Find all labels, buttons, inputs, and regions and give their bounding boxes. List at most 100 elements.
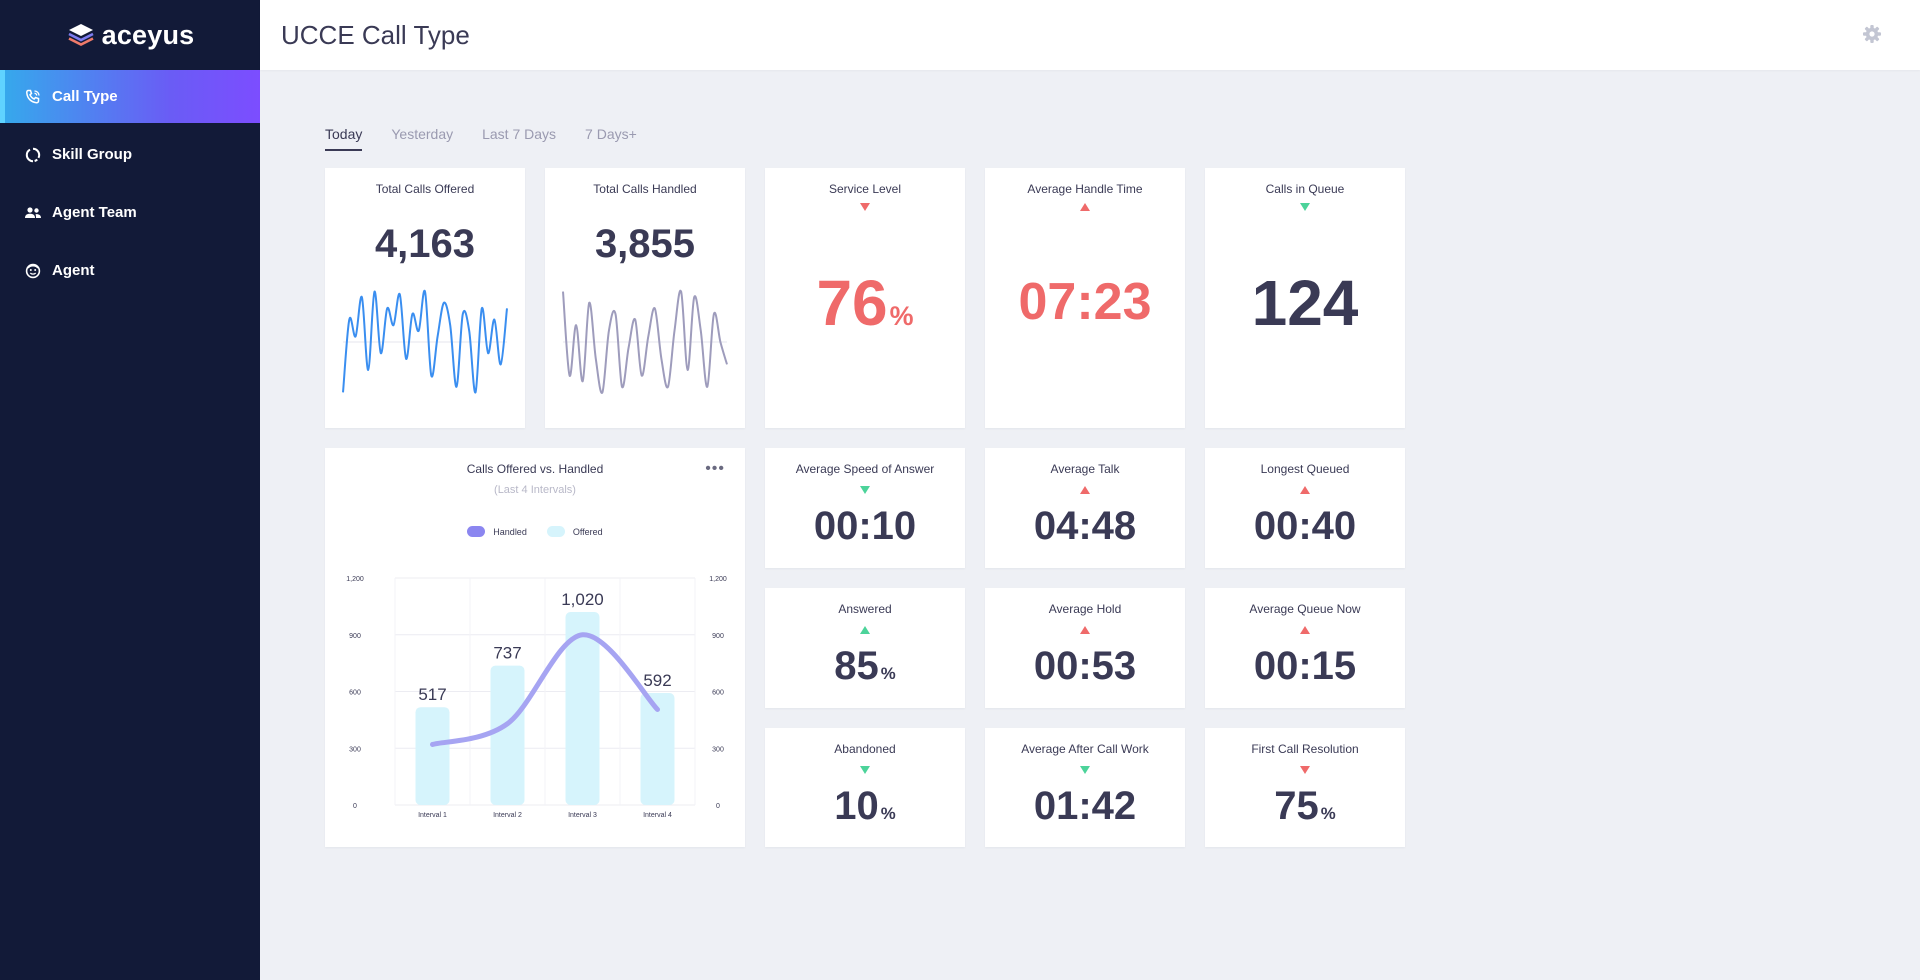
card-title: Average Queue Now (1249, 602, 1361, 616)
y-tick-label-right: 300 (712, 746, 724, 753)
card-title: Abandoned (834, 742, 896, 756)
page-title: UCCE Call Type (281, 20, 470, 50)
card-title: Total Calls Handled (593, 182, 697, 196)
card-title: Service Level (828, 182, 902, 196)
sidebar-item-label: Agent (52, 262, 95, 279)
bar-data-label: 737 (493, 644, 521, 663)
metric-value: 01:42 (1033, 784, 1137, 828)
line-handled (430, 632, 660, 747)
trend-up-icon (860, 626, 870, 634)
sidebar-item-skill-group[interactable]: Skill Group (0, 128, 260, 181)
more-horizontal-icon[interactable]: ••• (705, 460, 725, 477)
legend-label: Offered (572, 526, 603, 537)
card-title: Answered (838, 602, 892, 616)
average-handle-time-card[interactable]: Average Handle Time 07:23 (985, 168, 1185, 428)
total-calls-offered-card[interactable]: Total Calls Offered 4,163 (325, 168, 525, 428)
refresh-circle-icon (24, 146, 42, 164)
gear-icon[interactable] (1862, 24, 1882, 44)
y-tick-label-right: 0 (716, 803, 720, 810)
service-level-card[interactable]: Service Level 76% (765, 168, 965, 428)
tab-last-7-days[interactable]: Last 7 Days (482, 126, 557, 142)
longest-queued-card[interactable]: Longest Queued 00:40 (1205, 448, 1405, 568)
sidebar-item-agent-team[interactable]: Agent Team (0, 186, 260, 239)
card-title: First Call Resolution (1251, 742, 1359, 756)
bar-data-label: 1,020 (561, 590, 604, 609)
tab-7-days-plus[interactable]: 7 Days+ (585, 126, 637, 142)
legend-item-handled[interactable]: Handled (467, 526, 527, 537)
users-icon (24, 204, 42, 222)
trend-down-icon (1300, 766, 1310, 774)
y-tick-label-right: 1,200 (709, 576, 727, 583)
handled-sparkline (562, 289, 728, 394)
tab-today[interactable]: Today (325, 126, 363, 151)
phone-icon (24, 88, 42, 106)
chart-title: Calls Offered vs. Handled (466, 462, 604, 476)
average-talk-card[interactable]: Average Talk 04:48 (985, 448, 1185, 568)
trend-down-icon (860, 766, 870, 774)
average-hold-card[interactable]: Average Hold 00:53 (985, 588, 1185, 708)
sidebar: aceyus Call Type Skill Group Agent Team … (0, 0, 260, 980)
sparkline-path (342, 289, 508, 394)
x-tick-label: Interval 4 (643, 812, 672, 819)
trend-up-icon (1080, 626, 1090, 634)
average-speed-of-answer-card[interactable]: Average Speed of Answer 00:10 (765, 448, 965, 568)
top-bar: UCCE Call Type (260, 0, 1920, 70)
average-queue-now-card[interactable]: Average Queue Now 00:15 (1205, 588, 1405, 708)
bar-data-label: 592 (643, 671, 671, 690)
total-calls-handled-card[interactable]: Total Calls Handled 3,855 (545, 168, 745, 428)
trend-down-icon (1080, 766, 1090, 774)
calls-offered-vs-handled-card: Calls Offered vs. Handled (Last 4 Interv… (325, 448, 745, 847)
metric-value: 04:48 (1033, 504, 1137, 548)
metric-value: 124 (1251, 267, 1359, 339)
metric-value: 3,855 (594, 222, 696, 266)
smiley-icon (24, 262, 42, 280)
metric-value: 07:23 (1018, 273, 1152, 331)
legend-swatch (546, 526, 565, 537)
sparkline-path (562, 289, 728, 394)
trend-down-icon (860, 203, 870, 211)
x-tick-label: Interval 1 (418, 812, 447, 819)
offered-sparkline (342, 289, 508, 394)
legend-item-offered[interactable]: Offered (546, 526, 603, 537)
sidebar-item-agent[interactable]: Agent (0, 244, 260, 297)
card-title: Average After Call Work (1021, 742, 1149, 756)
average-after-call-work-card[interactable]: Average After Call Work 01:42 (985, 728, 1185, 847)
sidebar-item-call-type[interactable]: Call Type (0, 70, 260, 123)
sidebar-item-label: Call Type (52, 88, 118, 105)
abandoned-card[interactable]: Abandoned 10% (765, 728, 965, 847)
trend-up-icon (1080, 486, 1090, 494)
sidebar-item-label: Agent Team (52, 204, 137, 221)
y-tick-label: 300 (349, 746, 361, 753)
chart-legend: Handled Offered (325, 526, 745, 537)
card-title: Calls in Queue (1265, 182, 1345, 196)
card-title: Average Handle Time (1027, 182, 1143, 196)
y-tick-label: 0 (353, 803, 357, 810)
trend-down-icon (1300, 203, 1310, 211)
card-title: Average Talk (1050, 462, 1120, 476)
logo[interactable]: aceyus (0, 0, 260, 70)
calls-in-queue-card[interactable]: Calls in Queue 124 (1205, 168, 1405, 428)
chart-plot: 0 0 300 300 600 600 900 900 1,200 1,200 517 Interva… (346, 576, 727, 819)
logo-mark-icon (66, 20, 96, 50)
first-call-resolution-card[interactable]: First Call Resolution 75% (1205, 728, 1405, 847)
x-tick-label: Interval 2 (493, 812, 522, 819)
chart-subtitle: (Last 4 Intervals) (494, 484, 576, 496)
legend-swatch (467, 526, 486, 537)
y-tick-label-right: 600 (712, 690, 724, 697)
trend-up-icon (1080, 203, 1090, 211)
metric-value: 00:15 (1253, 644, 1357, 688)
card-title: Longest Queued (1260, 462, 1350, 476)
metric-value: 00:53 (1033, 644, 1137, 688)
metric-value: 76% (816, 267, 914, 339)
y-tick-label: 1,200 (346, 576, 364, 583)
bar-data-label: 517 (418, 685, 446, 704)
trend-down-icon (860, 486, 870, 494)
y-tick-label: 600 (349, 690, 361, 697)
metric-value: 10% (834, 784, 896, 828)
metric-value: 75% (1274, 784, 1336, 828)
trend-up-icon (1300, 486, 1310, 494)
card-title: Average Speed of Answer (795, 462, 935, 476)
answered-card[interactable]: Answered 85% (765, 588, 965, 708)
tab-yesterday[interactable]: Yesterday (391, 126, 454, 142)
metric-value: 00:10 (813, 504, 917, 548)
